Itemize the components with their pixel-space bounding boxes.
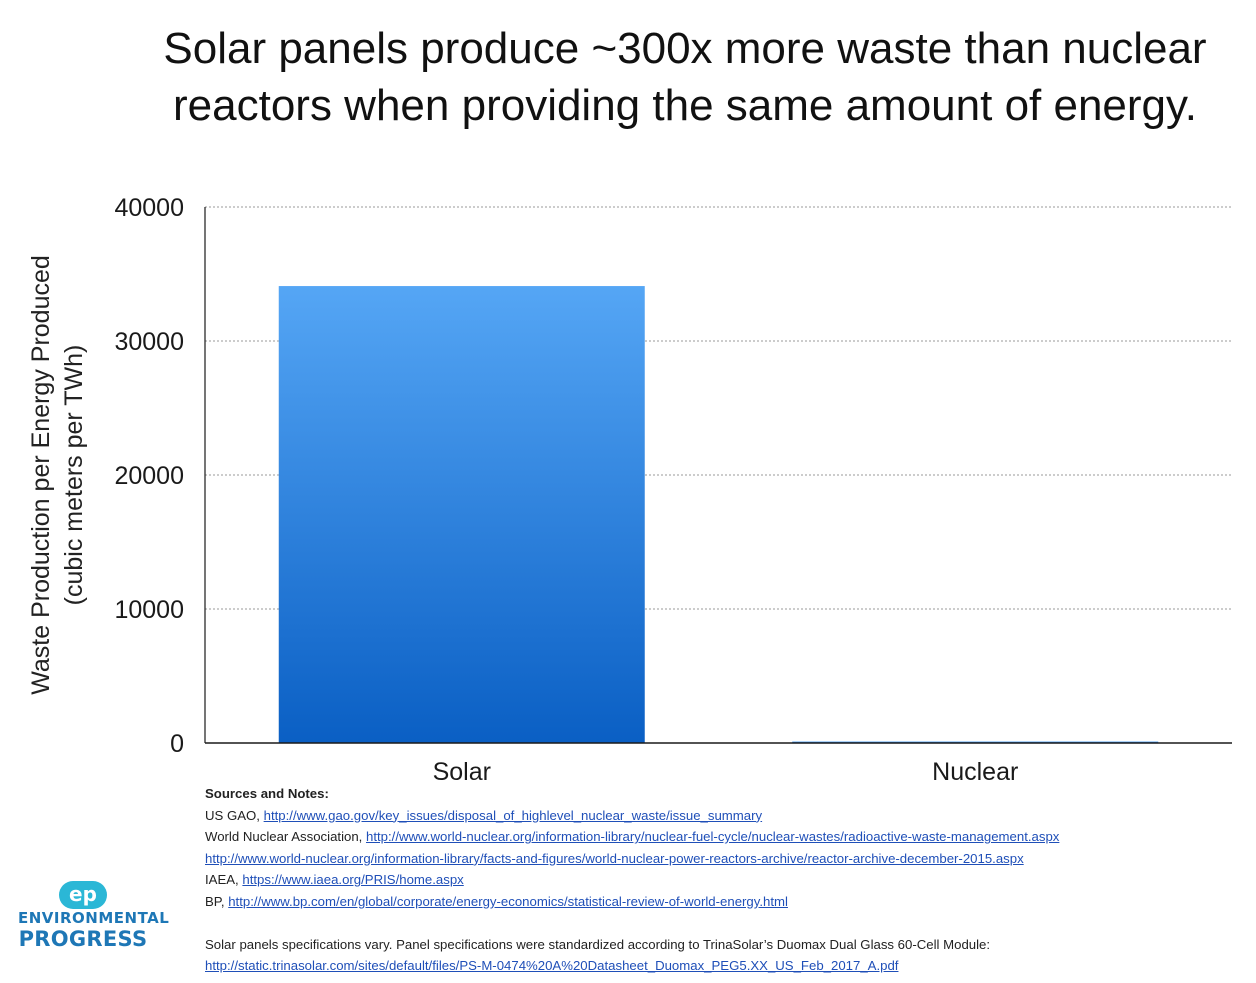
notes-heading: Sources and Notes: <box>205 786 329 801</box>
y-tick-label: 10000 <box>114 596 184 624</box>
bar-chart: 0 10000 20000 30000 40000 Solar Nuclear <box>114 194 1232 786</box>
y-tick-label: 0 <box>170 730 184 758</box>
spec-link[interactable]: http://static.trinasolar.com/sites/defau… <box>205 958 899 974</box>
y-tick-label: 20000 <box>114 462 184 490</box>
logo-mark-text: ep <box>69 882 97 906</box>
source-link[interactable]: http://www.world-nuclear.org/information… <box>205 850 1024 866</box>
gridlines <box>205 206 1232 610</box>
source-line: http://www.world-nuclear.org/information… <box>205 848 1245 870</box>
source-link[interactable]: http://www.bp.com/en/global/corporate/en… <box>228 893 788 909</box>
axes <box>204 207 1232 744</box>
environmental-progress-logo: ep ENVIRONMENTAL PROGRESS <box>18 880 170 951</box>
source-line: US GAO, http://www.gao.gov/key_issues/di… <box>205 805 1245 827</box>
source-prefix: World Nuclear Association, <box>205 829 367 845</box>
source-link[interactable]: http://www.world-nuclear.org/information… <box>366 829 1060 845</box>
tick-labels: 0 10000 20000 30000 40000 Solar Nuclear <box>114 194 1018 786</box>
spec-line: http://static.trinasolar.com/sites/defau… <box>205 955 1245 977</box>
spec-note: Solar panels specifications vary. Panel … <box>205 936 991 952</box>
source-line: World Nuclear Association, http://www.wo… <box>205 826 1245 848</box>
bars <box>278 286 1159 744</box>
source-prefix: US GAO, <box>205 807 264 823</box>
source-prefix: IAEA, <box>205 872 243 888</box>
chart-title: Solar panels produce ~300x more waste th… <box>163 24 1207 130</box>
source-line: BP, http://www.bp.com/en/global/corporat… <box>205 891 1245 913</box>
sources-and-notes: Sources and Notes: US GAO, http://www.ga… <box>205 783 1245 977</box>
y-tick-label: 40000 <box>114 194 184 222</box>
ep-logo-icon: ep <box>59 881 107 909</box>
source-line: IAEA, https://www.iaea.org/PRIS/home.asp… <box>205 869 1245 891</box>
source-prefix: BP, <box>205 893 229 909</box>
x-tick-label: Solar <box>433 758 491 786</box>
source-link[interactable]: http://www.gao.gov/key_issues/disposal_o… <box>263 807 763 823</box>
logo-line-2: PROGRESS <box>18 927 148 951</box>
y-tick-label: 30000 <box>114 328 184 356</box>
bar-solar <box>278 286 645 743</box>
logo-line-1: ENVIRONMENTAL <box>18 909 170 927</box>
x-tick-label: Nuclear <box>932 758 1018 786</box>
source-link[interactable]: https://www.iaea.org/PRIS/home.aspx <box>242 872 464 888</box>
